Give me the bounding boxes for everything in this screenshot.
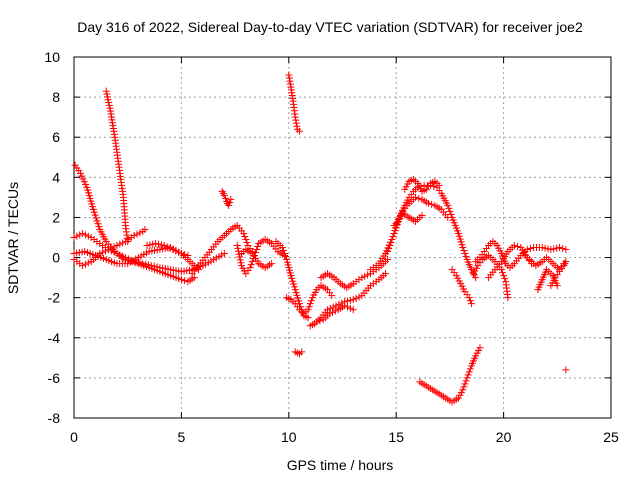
y-tick-label: 8	[52, 89, 60, 105]
data-series-markers	[285, 71, 304, 135]
x-tick-label: 0	[70, 429, 78, 445]
y-tick-label: 4	[52, 169, 60, 185]
data-series-markers	[448, 266, 475, 308]
data-series-markers	[317, 256, 392, 292]
y-tick-label: 2	[52, 209, 60, 225]
x-axis-label: GPS time / hours	[287, 457, 394, 473]
x-tick-label: 10	[281, 429, 297, 445]
axis-ticks: 0 5 10 15 20 25 -8 -6 -4 -2 0 2 4 6 8 10	[44, 49, 619, 445]
plot-frame	[73, 56, 612, 419]
x-tick-label: 15	[388, 429, 404, 445]
data-series-markers	[71, 161, 198, 286]
data-series-markers	[416, 344, 484, 406]
y-tick-label: -6	[48, 370, 61, 386]
data-series-markers	[188, 221, 256, 278]
data-series-markers	[238, 246, 276, 272]
data-series-markers	[313, 302, 357, 326]
data-series-markers	[272, 238, 312, 322]
data-series-markers	[233, 236, 289, 278]
y-tick-label: -8	[48, 410, 61, 426]
y-tick-label: 0	[52, 250, 60, 266]
y-tick-label: 6	[52, 129, 60, 145]
y-axis-label: SDTVAR / TECUs	[5, 182, 21, 294]
data-series-markers	[143, 240, 192, 260]
data-series-markers	[291, 348, 306, 358]
x-tick-label: 25	[603, 429, 619, 445]
data-series-markers	[472, 238, 570, 272]
data-points	[70, 71, 570, 406]
y-tick-label: 10	[44, 49, 60, 65]
grid-lines	[74, 57, 611, 418]
data-series-markers	[390, 209, 426, 229]
x-tick-label: 20	[496, 429, 512, 445]
data-series-markers	[70, 244, 203, 274]
y-tick-label: -4	[48, 330, 61, 346]
data-series-markers	[218, 187, 235, 209]
data-series-markers	[562, 366, 570, 374]
x-tick-label: 5	[178, 429, 186, 445]
data-series-markers	[401, 175, 443, 195]
data-series-markers	[283, 282, 336, 318]
chart-title: Day 316 of 2022, Sidereal Day-to-day VTE…	[77, 19, 583, 35]
y-tick-label: -2	[48, 290, 61, 306]
data-series-markers	[547, 258, 570, 290]
data-series-markers	[102, 87, 132, 246]
